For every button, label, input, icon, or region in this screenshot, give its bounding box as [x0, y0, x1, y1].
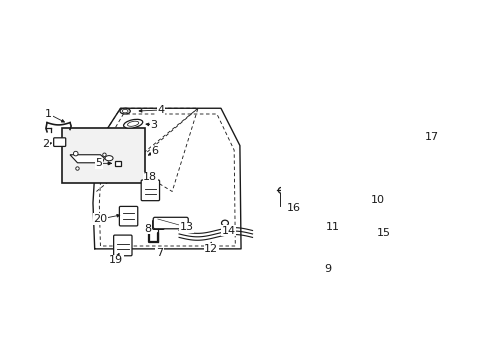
- Circle shape: [96, 162, 101, 166]
- Circle shape: [370, 228, 376, 233]
- Ellipse shape: [221, 220, 228, 226]
- Text: 2: 2: [42, 139, 49, 149]
- FancyBboxPatch shape: [141, 180, 159, 201]
- Text: 6: 6: [151, 146, 158, 156]
- FancyBboxPatch shape: [431, 154, 441, 168]
- Ellipse shape: [122, 109, 128, 113]
- FancyBboxPatch shape: [335, 182, 363, 216]
- Text: 7: 7: [156, 248, 163, 258]
- Text: 20: 20: [93, 214, 107, 224]
- Text: 16: 16: [286, 203, 300, 212]
- Text: 5: 5: [95, 158, 102, 168]
- Ellipse shape: [120, 108, 130, 114]
- Ellipse shape: [123, 119, 142, 128]
- Text: 10: 10: [370, 195, 384, 205]
- Bar: [115, 161, 121, 166]
- Bar: [62, 129, 145, 183]
- Circle shape: [420, 148, 429, 158]
- Text: 1: 1: [45, 109, 52, 119]
- Text: 11: 11: [325, 222, 339, 232]
- Circle shape: [341, 190, 349, 198]
- Ellipse shape: [127, 121, 139, 126]
- Circle shape: [335, 216, 341, 222]
- Text: 18: 18: [143, 172, 157, 182]
- FancyBboxPatch shape: [54, 138, 65, 147]
- FancyBboxPatch shape: [119, 206, 138, 226]
- Text: 9: 9: [324, 264, 331, 274]
- Text: 13: 13: [179, 222, 193, 232]
- Text: 17: 17: [424, 132, 438, 142]
- Text: 19: 19: [109, 255, 123, 265]
- Circle shape: [76, 167, 79, 170]
- Text: 12: 12: [203, 244, 218, 254]
- FancyBboxPatch shape: [113, 235, 132, 256]
- Text: 8: 8: [144, 224, 151, 234]
- Text: 14: 14: [221, 225, 235, 235]
- Circle shape: [350, 202, 357, 209]
- Text: 3: 3: [150, 120, 157, 130]
- Circle shape: [102, 153, 106, 157]
- Circle shape: [73, 151, 78, 156]
- FancyBboxPatch shape: [366, 225, 380, 236]
- Circle shape: [278, 188, 284, 193]
- Circle shape: [420, 175, 429, 185]
- Circle shape: [417, 145, 433, 161]
- Polygon shape: [70, 155, 104, 163]
- Text: 15: 15: [376, 228, 389, 238]
- Ellipse shape: [105, 156, 113, 161]
- FancyBboxPatch shape: [152, 220, 164, 229]
- Text: 4: 4: [157, 105, 164, 115]
- FancyBboxPatch shape: [153, 217, 188, 229]
